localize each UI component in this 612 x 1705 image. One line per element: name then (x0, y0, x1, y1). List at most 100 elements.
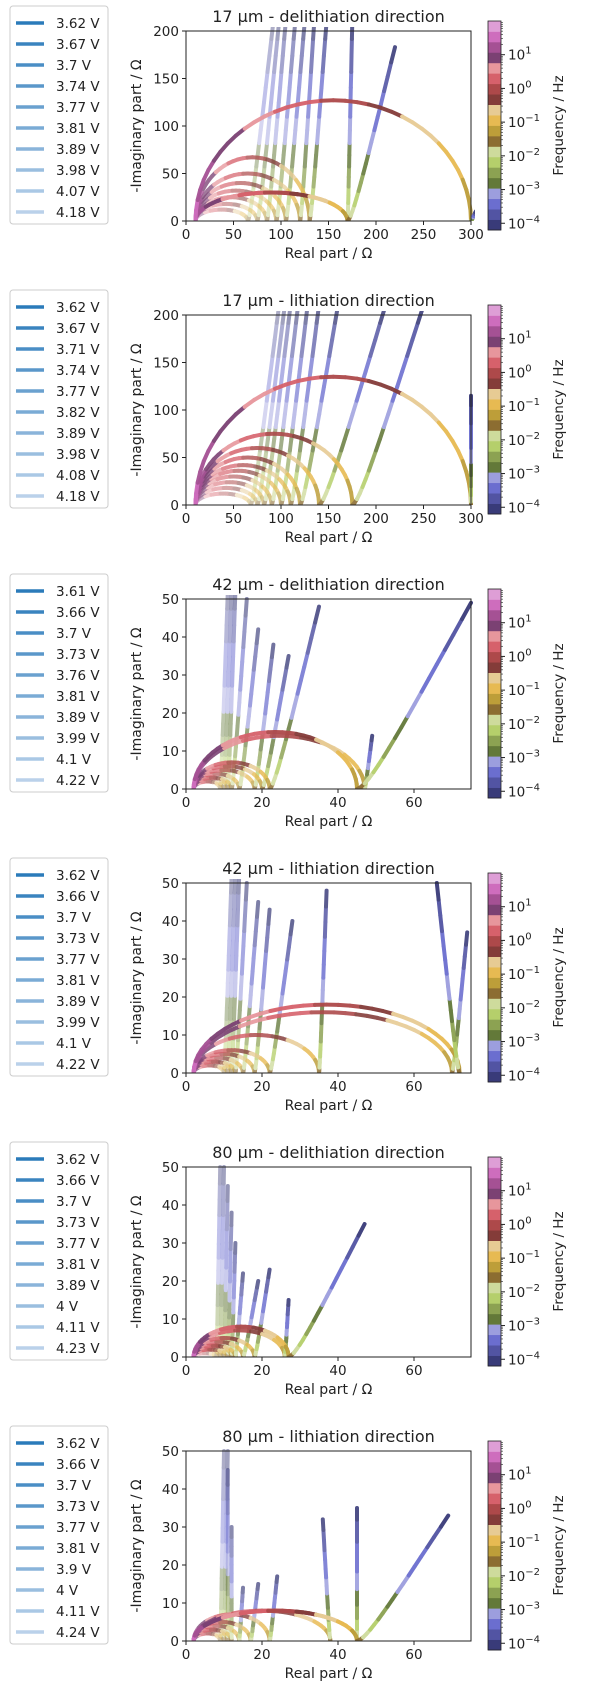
series-segment (354, 384, 363, 403)
chart-title: 80 µm - delithiation direction (212, 1143, 445, 1162)
series-segment (286, 311, 292, 325)
series-segment (279, 53, 285, 74)
series-segment (224, 709, 230, 726)
y-tick-label: 10 (162, 1028, 179, 1044)
series-segment (310, 337, 317, 358)
series-segment (242, 613, 248, 634)
y-tick-label: 50 (162, 1160, 179, 1176)
legend: 3.62 V 3.67 V 3.7 V 3.74 V 3.77 V 3.81 V 3.89 … (9, 5, 109, 225)
colorbar-segment (488, 419, 501, 431)
series-segment (274, 114, 280, 133)
series-segment (254, 214, 259, 220)
series-segment (292, 320, 298, 342)
series-segment (333, 311, 340, 325)
series-segment (272, 141, 278, 158)
colorbar-segment (488, 1240, 501, 1252)
series-segment (240, 645, 246, 664)
series-segment (236, 890, 241, 912)
series-segment (237, 687, 243, 705)
series-segment (253, 914, 259, 934)
series-segment (442, 632, 456, 652)
series-segment (252, 929, 258, 948)
series-segment (223, 654, 228, 674)
series-segment (306, 100, 311, 119)
x-tick-label: 50 (225, 227, 242, 243)
colorbar-segment (488, 41, 501, 53)
colorbar: 101 100 10−1 10−2 10−3 10−4 Frequency / Hz (487, 1156, 567, 1368)
series-segment (238, 674, 244, 692)
series-segment (236, 879, 242, 895)
legend-entry: 3.62 V (56, 1152, 100, 1168)
colorbar-segment (488, 745, 501, 757)
series-3 (191, 888, 329, 1073)
series-segment (252, 495, 258, 502)
colorbar-tick-label: 10−2 (508, 715, 540, 733)
series-segment (268, 655, 274, 672)
colorbar-tick-label: 10−3 (508, 1033, 540, 1051)
series-segment (256, 207, 262, 218)
series-segment (253, 497, 259, 503)
series-segment (298, 665, 307, 683)
series-segment (290, 337, 296, 358)
legend-entry: 3.81 V (56, 689, 100, 705)
colorbar-tick-label: 10−3 (508, 749, 540, 767)
series-segment (220, 783, 226, 789)
legend-entry: 3.66 V (56, 1173, 100, 1189)
series-segment (224, 1067, 229, 1073)
series-segment (301, 27, 307, 41)
chart-svg: 3.61 V 3.66 V 3.7 V 3.73 V 3.76 V 3.81 V 3.89 … (9, 573, 567, 830)
series-segment (274, 311, 281, 325)
legend-entry: 3.74 V (56, 79, 100, 95)
colorbar-segment (488, 651, 501, 663)
series-segment (324, 888, 329, 909)
series-segment (228, 890, 233, 912)
colorbar-segment (488, 683, 501, 694)
series-segment (249, 969, 255, 986)
legend-entry: 3.62 V (56, 300, 100, 316)
legend: 3.62 V 3.66 V 3.7 V 3.73 V 3.77 V 3.81 V 3.89 … (9, 857, 109, 1077)
colorbar-segment (488, 1576, 501, 1588)
series-segment (257, 128, 263, 146)
colorbar-segment (488, 440, 501, 452)
series-segment (221, 1066, 227, 1071)
series-segment (282, 27, 288, 41)
series-segment (228, 606, 233, 628)
colorbar-segment (488, 1040, 501, 1052)
series-segment (319, 98, 336, 103)
series-segment (350, 1233, 361, 1249)
colorbar-segment (488, 724, 501, 736)
series-segment (267, 412, 274, 430)
series-segment (377, 425, 386, 442)
x-tick-label: 20 (253, 795, 270, 811)
series-segment (399, 714, 410, 730)
series-segment (254, 627, 261, 646)
colorbar-segment (488, 472, 501, 484)
x-axis-label: Real part / Ω (285, 1666, 373, 1682)
colorbar-segment (488, 1566, 501, 1578)
series-segment (253, 213, 259, 219)
series-segment (272, 369, 279, 389)
series-segment (369, 128, 377, 144)
colorbar-segment (488, 1008, 501, 1020)
colorbar-tick-label: 10−3 (508, 181, 540, 199)
colorbar-segment (488, 156, 501, 168)
colorbar-segment (488, 1324, 501, 1336)
series-segment (295, 678, 303, 696)
series-segment (219, 782, 224, 788)
series-segment (223, 639, 229, 659)
colorbar-segment (488, 925, 501, 937)
series-segment (432, 1524, 443, 1540)
x-axis-label: Real part / Ω (285, 246, 373, 262)
series-segment (381, 412, 391, 430)
series-segment (234, 202, 242, 208)
series-segment (239, 958, 245, 976)
series-segment (295, 85, 302, 105)
series-segment (231, 639, 236, 659)
y-tick-label: 0 (170, 498, 179, 514)
y-axis-label: -Imaginary part / Ω (129, 59, 145, 192)
legend-entry: 3.66 V (56, 1457, 100, 1473)
series-segment (249, 209, 256, 215)
series-segment (239, 971, 244, 989)
x-axis-label: Real part / Ω (285, 1382, 373, 1398)
legend-entry: 3.67 V (56, 321, 100, 337)
